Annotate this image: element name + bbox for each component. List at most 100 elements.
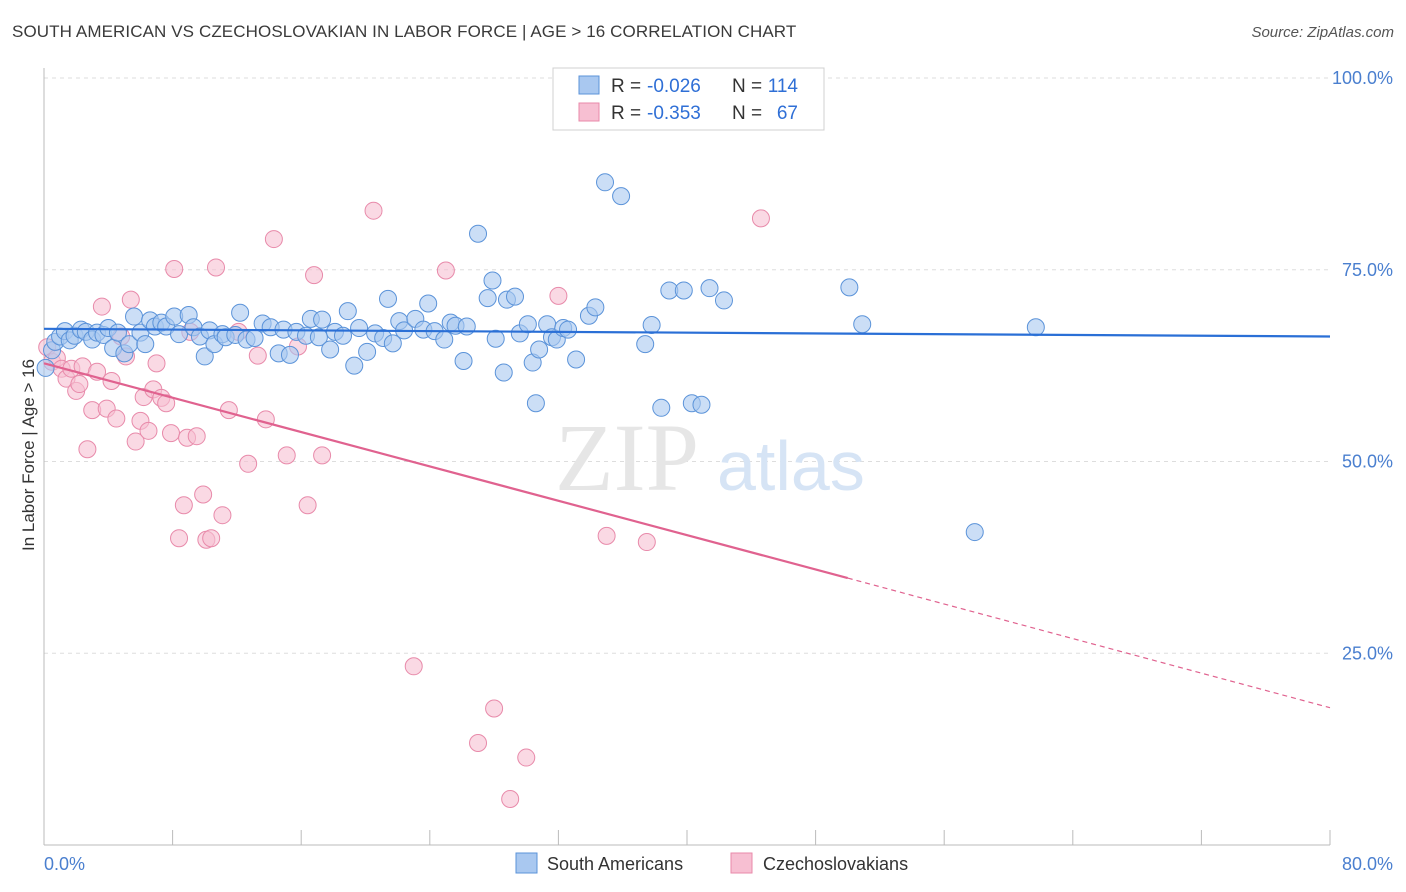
point-czechoslovakians: [213, 506, 232, 525]
point-south-americans: [526, 394, 545, 413]
point-south-americans: [358, 342, 377, 361]
point-south-americans: [700, 279, 719, 298]
legend-r-label-pink: R =: [611, 103, 641, 124]
point-czechoslovakians: [147, 354, 166, 373]
point-czechoslovakians: [597, 526, 616, 545]
point-czechoslovakians: [126, 432, 145, 451]
chart-title: SOUTH AMERICAN VS CZECHOSLOVAKIAN IN LAB…: [12, 22, 797, 41]
point-south-americans: [840, 278, 859, 297]
point-czechoslovakians: [485, 699, 504, 718]
point-south-americans: [586, 298, 605, 317]
point-czechoslovakians: [313, 446, 332, 465]
point-south-americans: [338, 302, 357, 321]
point-south-americans: [36, 358, 55, 377]
trend-lines: [43, 327, 1331, 709]
point-south-americans: [530, 340, 549, 359]
point-south-americans: [596, 173, 615, 192]
point-south-americans: [714, 291, 733, 310]
legend-r-value-pink: -0.353: [647, 103, 701, 124]
point-czechoslovakians: [364, 201, 383, 220]
point-south-americans: [636, 335, 655, 354]
point-czechoslovakians: [157, 394, 176, 413]
watermark-zip: ZIP: [555, 404, 699, 511]
watermark-atlas: atlas: [717, 427, 865, 505]
point-south-americans: [231, 303, 250, 322]
point-south-americans: [309, 328, 328, 347]
point-south-americans: [518, 315, 537, 334]
y-tick-label: 25.0%: [1342, 643, 1393, 663]
bottom-legend-swatch-south-americans: [515, 852, 538, 874]
point-south-americans: [965, 523, 984, 542]
y-tick-label: 100.0%: [1332, 68, 1393, 88]
tick-labels: 25.0% 50.0% 75.0% 100.0% 0.0% 80.0%: [44, 68, 1393, 874]
point-south-americans: [383, 334, 402, 353]
point-south-americans: [853, 315, 872, 334]
x-tick-label: 80.0%: [1342, 854, 1393, 874]
point-czechoslovakians: [174, 496, 193, 515]
trend-line-south-americans: [43, 327, 1331, 338]
point-czechoslovakians: [751, 209, 770, 228]
point-czechoslovakians: [194, 485, 213, 504]
legend-swatch-pink: [578, 102, 600, 122]
point-czechoslovakians: [239, 454, 258, 473]
point-czechoslovakians: [517, 748, 536, 767]
point-south-americans: [692, 395, 711, 414]
bottom-legend: South Americans Czechoslovakians: [515, 852, 908, 874]
point-czechoslovakians: [436, 261, 455, 280]
point-czechoslovakians: [501, 789, 520, 808]
point-czechoslovakians: [170, 529, 189, 548]
bottom-legend-swatch-czechoslovakians: [730, 852, 753, 874]
point-czechoslovakians: [264, 230, 283, 249]
series-south-americans-points: [36, 173, 1045, 542]
legend-n-value-blue: 114: [768, 76, 799, 97]
point-czechoslovakians: [187, 427, 206, 446]
trend-line-czechoslovakians-extrapolated: [847, 577, 1331, 709]
point-czechoslovakians: [305, 266, 324, 285]
legend-swatch-blue: [578, 75, 600, 95]
legend-box: R = -0.026 N = 114 R = -0.353 N = 67: [552, 67, 825, 131]
point-south-americans: [321, 340, 340, 359]
source-label: Source: ZipAtlas.com: [1251, 24, 1394, 41]
legend-n-label-blue: N =: [732, 76, 762, 97]
point-south-americans: [350, 319, 369, 338]
point-south-americans: [280, 345, 299, 364]
point-south-americans: [494, 363, 513, 382]
point-south-americans: [674, 281, 693, 300]
point-south-americans: [642, 315, 661, 334]
point-south-americans: [652, 398, 671, 417]
legend-n-label-pink: N =: [732, 103, 762, 124]
point-south-americans: [567, 350, 586, 369]
point-czechoslovakians: [549, 286, 568, 305]
legend-r-label-blue: R =: [611, 76, 641, 97]
y-tick-label: 75.0%: [1342, 260, 1393, 280]
point-czechoslovakians: [165, 259, 184, 278]
point-czechoslovakians: [404, 657, 423, 676]
y-axis-title: In Labor Force | Age > 16: [19, 359, 38, 551]
point-south-americans: [469, 224, 488, 243]
legend-n-value-pink: 67: [777, 103, 798, 124]
point-czechoslovakians: [637, 533, 656, 552]
point-czechoslovakians: [70, 375, 89, 394]
legend-r-value-blue: -0.026: [647, 76, 701, 97]
point-south-americans: [419, 294, 438, 313]
point-south-americans: [345, 356, 364, 375]
point-south-americans: [136, 335, 155, 354]
point-czechoslovakians: [469, 733, 488, 752]
point-south-americans: [454, 352, 473, 371]
point-south-americans: [559, 320, 578, 339]
bottom-legend-label-czechoslovakians: Czechoslovakians: [763, 854, 908, 874]
point-south-americans: [313, 310, 332, 329]
point-czechoslovakians: [161, 424, 180, 443]
point-south-americans: [612, 187, 631, 206]
point-czechoslovakians: [207, 258, 226, 277]
x-tick-label: 0.0%: [44, 854, 85, 874]
point-south-americans: [483, 271, 502, 290]
point-south-americans: [505, 287, 524, 306]
point-czechoslovakians: [277, 446, 296, 465]
point-south-americans: [195, 347, 214, 366]
bottom-legend-label-south-americans: South Americans: [547, 854, 683, 874]
point-czechoslovakians: [121, 290, 140, 309]
point-south-americans: [478, 289, 497, 308]
point-czechoslovakians: [78, 440, 97, 459]
